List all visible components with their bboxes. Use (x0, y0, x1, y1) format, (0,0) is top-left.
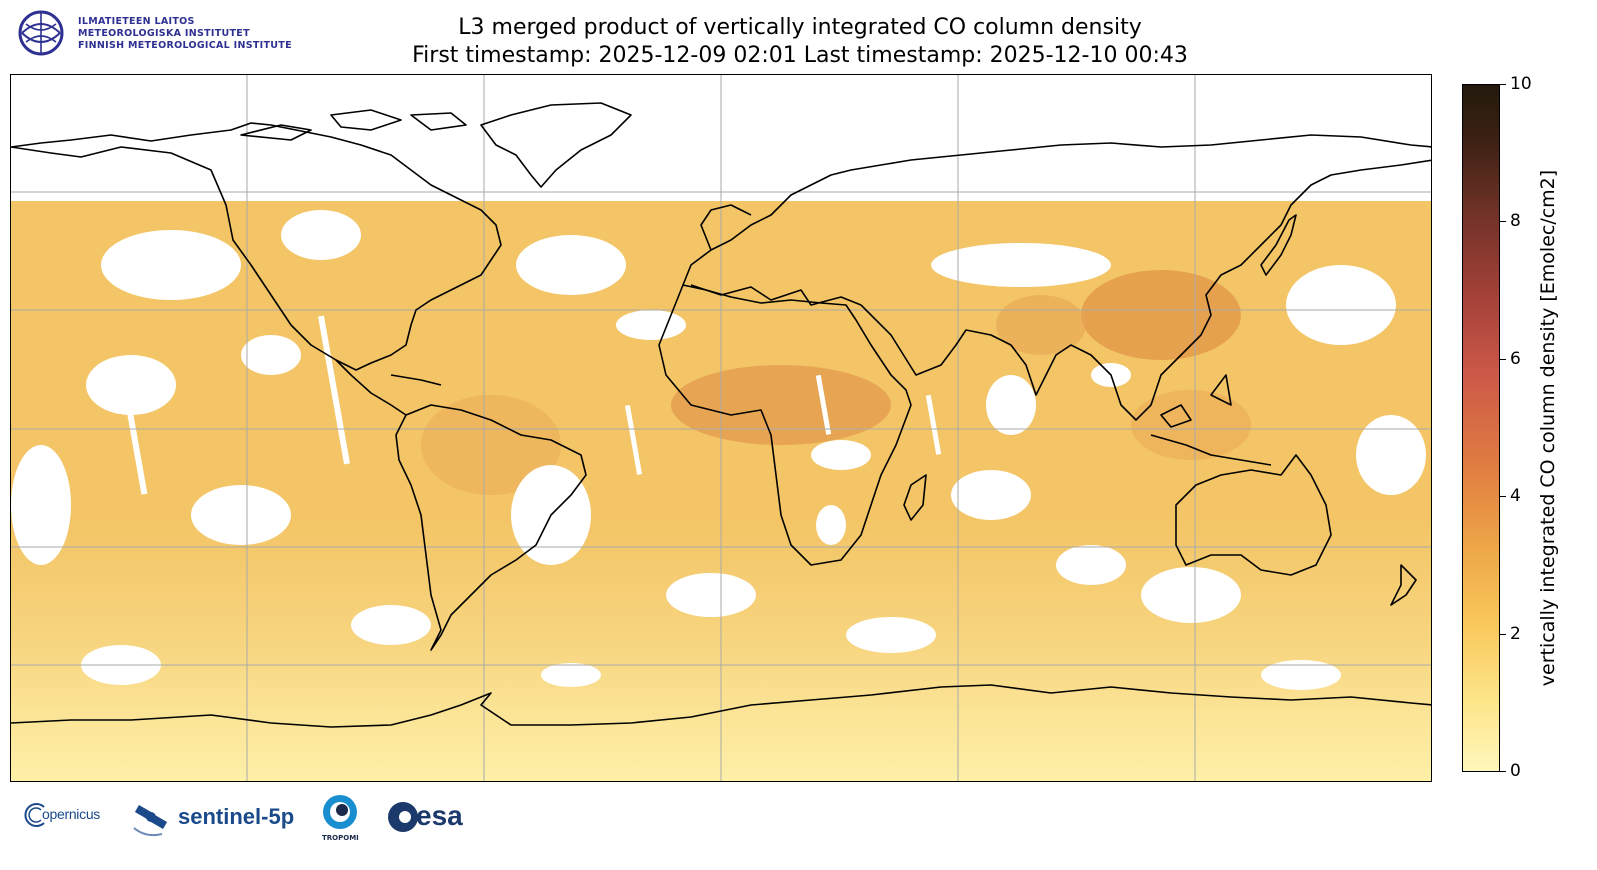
china-co-plume (1081, 270, 1241, 360)
colorbar-tick-2 (1500, 634, 1506, 635)
sentinel-wordmark: sentinel-5p (178, 804, 295, 829)
fmi-globe-icon (18, 10, 64, 56)
colorbar-label-0: 0 (1510, 761, 1521, 781)
map-frame (10, 74, 1432, 782)
colorbar-label-6: 6 (1510, 349, 1521, 369)
coast-asia-south (860, 159, 1431, 421)
esa-icon (388, 802, 418, 832)
colorbar-tick-4 (1500, 496, 1506, 497)
coast-north-america (11, 122, 502, 371)
colorbar-label-4: 4 (1510, 486, 1521, 506)
satellite-icon (133, 805, 168, 837)
fmi-line-fi: ILMATIETEEN LAITOS (78, 16, 195, 27)
copernicus-wordmark: opernicus (42, 806, 101, 822)
coast-africa (658, 284, 912, 566)
colorbar-label-2: 2 (1510, 624, 1521, 644)
coast-south-america (395, 404, 587, 651)
coast-europe (682, 134, 1431, 286)
colorbar-tick-6 (1500, 359, 1506, 360)
gridlines (11, 75, 1431, 781)
seasia-co-plume (1131, 390, 1251, 460)
colorbar-tick-0 (1500, 771, 1506, 772)
map-subtitle: First timestamp: 2025-12-09 02:01 Last t… (412, 43, 1188, 68)
amazon-co-plume (421, 395, 561, 495)
colorbar-label-10: 10 (1510, 74, 1532, 94)
co-density-map (11, 75, 1431, 781)
colorbar-title: vertically integrated CO column density … (1537, 169, 1559, 687)
coast-greenland (480, 102, 632, 188)
fmi-line-sv: METEOROLOGISKA INSTITUTET (78, 28, 250, 39)
colorbar-tick-8 (1500, 221, 1506, 222)
colorbar (1462, 84, 1500, 772)
coast-antarctica (11, 684, 1431, 728)
tropomi-eye-icon (323, 795, 357, 829)
copernicus-icon (24, 803, 45, 827)
colorbar-label-8: 8 (1510, 211, 1521, 231)
title-block: L3 merged product of vertically integrat… (250, 14, 1350, 70)
fmi-name: ILMATIETEEN LAITOS METEOROLOGISKA INSTIT… (78, 16, 292, 52)
fmi-line-en: FINNISH METEOROLOGICAL INSTITUTE (78, 40, 292, 51)
colorbar-tick-10 (1500, 84, 1506, 85)
footer-logos: opernicus sentinel-5p TROPOMI esa (10, 792, 610, 852)
coastlines (11, 102, 1431, 728)
coast-australia (1175, 454, 1332, 576)
africa-co-plume (671, 365, 891, 445)
tropomi-wordmark: TROPOMI (322, 834, 359, 842)
fmi-logo: ILMATIETEEN LAITOS METEOROLOGISKA INSTIT… (18, 10, 318, 62)
map-title: L3 merged product of vertically integrat… (458, 15, 1142, 40)
esa-wordmark: esa (416, 800, 463, 831)
